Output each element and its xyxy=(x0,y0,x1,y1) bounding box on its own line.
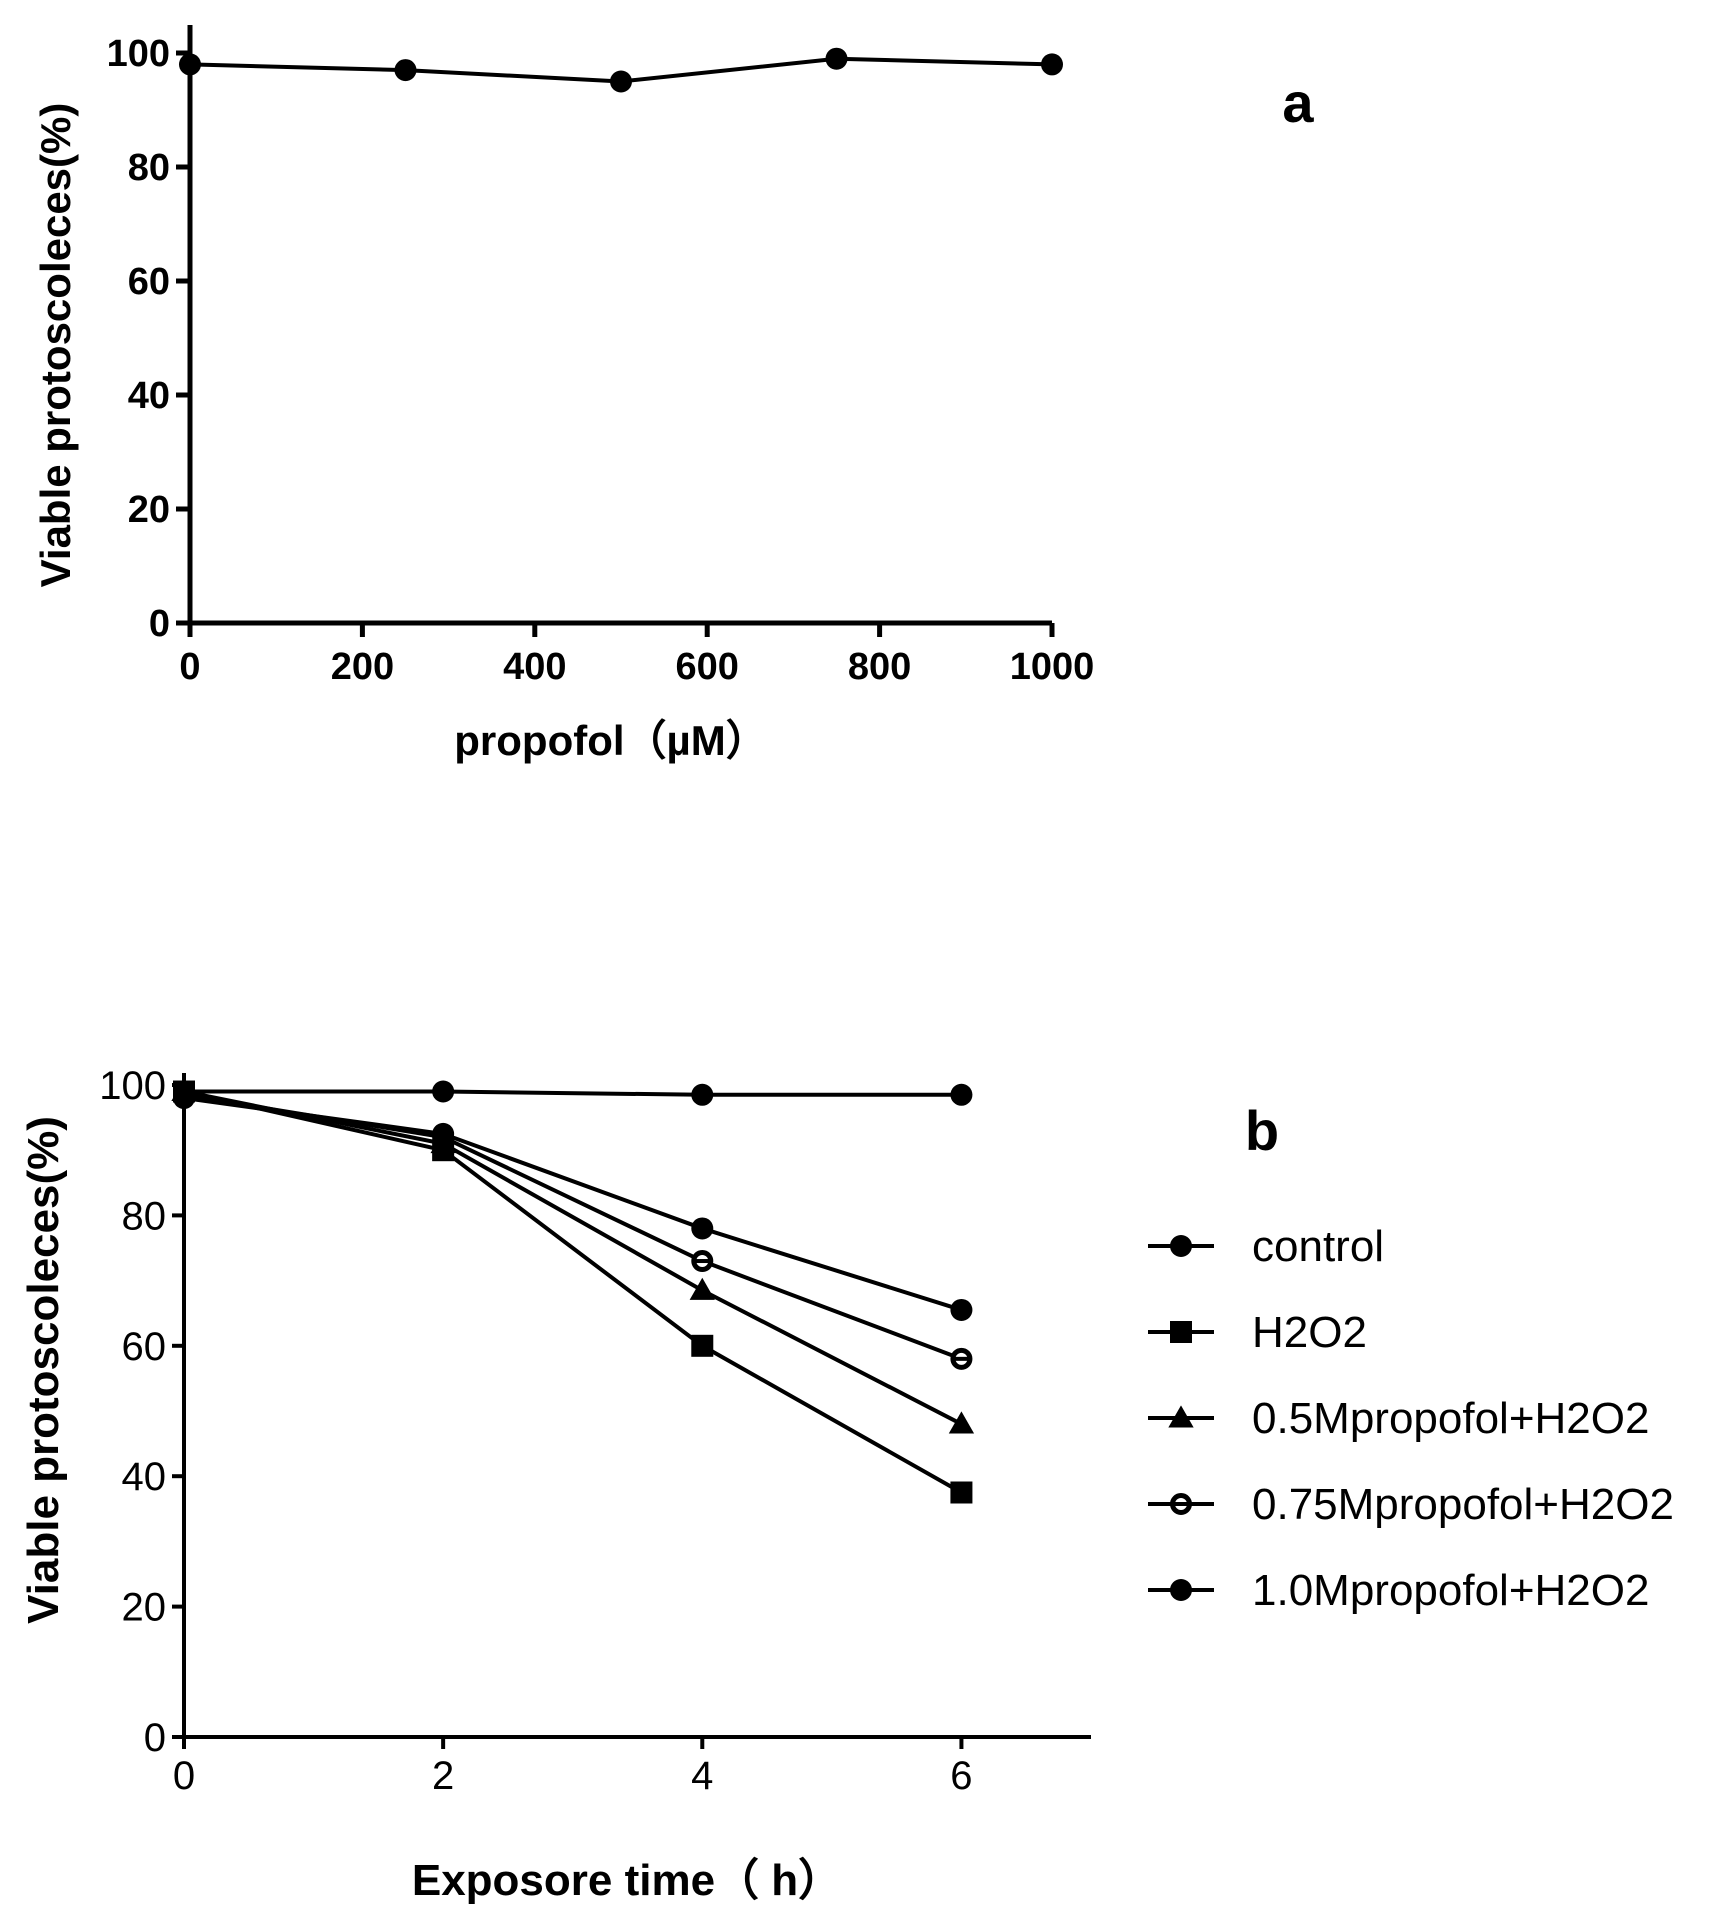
data-point xyxy=(394,59,417,82)
x-tick-label: 0 xyxy=(173,1754,195,1798)
panel-a-chart: 0 200 400 600 800 1000 0 20 40 60 80 100 propofol（… xyxy=(32,25,1314,764)
y-tick-label: 20 xyxy=(128,489,170,531)
data-point xyxy=(610,70,632,93)
data-point xyxy=(432,1122,455,1145)
panel-b-chart: 0 2 4 6 0 20 40 60 80 100 Exposore time（ h） Viab… xyxy=(19,1064,1674,1905)
legend-item: H2O2 xyxy=(1148,1308,1367,1357)
data-point xyxy=(948,1411,975,1434)
data-point xyxy=(1041,53,1063,76)
x-tick-label: 800 xyxy=(848,646,911,688)
x-tick-label: 200 xyxy=(331,646,394,688)
x-tick-label: 0 xyxy=(179,646,200,688)
y-tick-label: 100 xyxy=(107,33,170,75)
panel-b-y-axis-label: Viable protoscoleces(%) xyxy=(19,1116,68,1624)
data-point xyxy=(689,1277,715,1300)
x-tick-label: 400 xyxy=(503,646,566,688)
x-tick-label: 6 xyxy=(950,1754,972,1798)
y-tick-label: 80 xyxy=(122,1194,167,1238)
panel-a-x-axis-label: propofol（µM） xyxy=(454,717,767,764)
data-point xyxy=(691,1334,714,1357)
legend-label: H2O2 xyxy=(1252,1308,1367,1357)
data-point xyxy=(432,1080,455,1103)
series-line xyxy=(183,1092,963,1361)
panel-b-x-ticks: 0 2 4 6 xyxy=(173,1737,973,1798)
y-tick-label: 20 xyxy=(122,1586,167,1630)
data-point xyxy=(691,1083,714,1106)
y-tick-label: 0 xyxy=(149,603,170,645)
panel-a-axes xyxy=(187,25,1052,626)
y-tick-label: 60 xyxy=(128,261,170,303)
series-line xyxy=(183,1096,963,1312)
data-point xyxy=(950,1481,973,1504)
series-0.75Mpropofol+H2O2 xyxy=(173,1083,973,1370)
legend-item: 0.5Mpropofol+H2O2 xyxy=(1148,1394,1649,1443)
legend-marker xyxy=(1168,1405,1194,1428)
legend-label: 0.75Mpropofol+H2O2 xyxy=(1252,1480,1674,1529)
panel-a-series xyxy=(179,47,1063,93)
series-propofol xyxy=(179,47,1063,93)
series-1.0Mpropofol+H2O2 xyxy=(173,1087,973,1321)
series-0.5Mpropofol+H2O2 xyxy=(171,1078,975,1434)
legend-item: 0.75Mpropofol+H2O2 xyxy=(1148,1480,1674,1529)
y-tick-label: 100 xyxy=(99,1064,166,1108)
legend-marker xyxy=(1170,1235,1192,1257)
panel-a-y-ticks: 0 20 40 60 80 100 xyxy=(107,33,190,645)
y-tick-label: 40 xyxy=(122,1455,167,1499)
panel-b-x-axis-label: Exposore time（ h） xyxy=(412,1856,842,1905)
data-point xyxy=(950,1298,973,1321)
legend-item: 1.0Mpropofol+H2O2 xyxy=(1148,1566,1649,1615)
panel-b-y-ticks: 0 20 40 60 80 100 xyxy=(99,1064,184,1760)
panel-a-letter: a xyxy=(1282,71,1314,134)
x-tick-label: 2 xyxy=(432,1754,454,1798)
legend-label: control xyxy=(1252,1222,1384,1271)
legend-marker xyxy=(1170,1493,1192,1515)
data-point xyxy=(950,1083,973,1106)
panel-a-y-axis-label: Viable protoscoleces(%) xyxy=(32,103,79,588)
panel-b-legend: control H2O2 0.5Mpropofol+H2O2 0.75Mpropofo… xyxy=(1148,1222,1674,1615)
series-line xyxy=(183,1089,963,1495)
panel-b-series xyxy=(171,1078,975,1504)
legend-marker xyxy=(1170,1579,1192,1601)
legend-item: control xyxy=(1148,1222,1384,1271)
x-tick-label: 4 xyxy=(691,1754,713,1798)
data-point xyxy=(173,1087,195,1110)
panel-b-axes xyxy=(182,1073,1091,1739)
data-point xyxy=(179,53,201,76)
series-control xyxy=(173,1080,973,1106)
legend-label: 1.0Mpropofol+H2O2 xyxy=(1252,1566,1649,1615)
x-tick-label: 600 xyxy=(675,646,738,688)
panel-a-x-ticks: 0 200 400 600 800 1000 xyxy=(179,623,1094,688)
x-tick-label: 1000 xyxy=(1010,646,1095,688)
data-point xyxy=(691,1250,714,1273)
series-H2O2 xyxy=(173,1080,973,1504)
panel-b-letter: b xyxy=(1245,1099,1279,1162)
data-point xyxy=(950,1347,973,1370)
legend-marker xyxy=(1170,1321,1192,1343)
y-tick-label: 40 xyxy=(128,375,170,417)
data-point xyxy=(691,1217,714,1240)
y-tick-label: 0 xyxy=(144,1716,166,1760)
y-tick-label: 80 xyxy=(128,147,170,189)
legend-label: 0.5Mpropofol+H2O2 xyxy=(1252,1394,1649,1443)
series-line xyxy=(183,1089,963,1426)
series-line xyxy=(184,1089,962,1097)
data-point xyxy=(825,47,848,70)
y-tick-label: 60 xyxy=(122,1325,167,1369)
